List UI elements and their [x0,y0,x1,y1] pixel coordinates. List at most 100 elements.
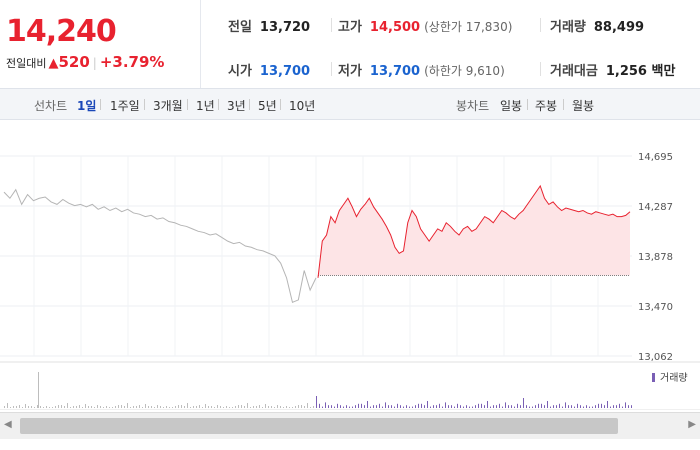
volume-bar [43,407,44,408]
volume-bar [10,407,11,408]
volume-bar [199,405,200,408]
volume-bar [406,405,407,408]
volume-bar [520,405,521,408]
tab-1w[interactable]: 1주일 [110,99,140,113]
volume-bar [382,406,383,408]
tab-1d[interactable]: 1일 [77,99,97,113]
volume-bar [469,406,470,408]
volume-bar [322,406,323,408]
volume-bar [592,406,593,408]
volume-bar [28,406,29,408]
volume-bar [628,405,629,408]
stat-open: 시가 13,700 [228,60,310,79]
volume-bar [22,407,23,408]
volume-bar [631,405,632,408]
volume-bar [271,406,272,408]
divider [331,62,332,76]
volume-bar [7,403,8,408]
volume-bar [253,406,254,408]
volume-bar [580,405,581,408]
volume-bar [76,406,77,408]
volume-bar [445,402,446,408]
volume-bar [508,405,509,408]
volume-bar [541,403,542,408]
volume-bar [361,403,362,408]
tab-monthly-candle[interactable]: 월봉 [572,99,595,113]
volume-bar [439,403,440,408]
tab-10y[interactable]: 10년 [289,99,316,113]
volume-bar [328,405,329,408]
volume-bar [529,406,530,408]
volume-bar [100,406,101,408]
volume-bar [154,407,155,408]
y-tick-label: 13,470 [638,302,673,313]
volume-bar [568,405,569,408]
volume-bar [484,405,485,408]
stat-value: 88,499 [593,20,645,35]
volume-bar [442,406,443,408]
stat-value: 13,700 [259,64,311,79]
divider [249,99,250,110]
volume-bar [145,404,146,408]
volume-bar [589,406,590,408]
quote-header: 14,240 전일대비 ▲520 | +3.79% 전일 13,720 고가 14,500… [0,0,700,89]
stat-prev-close: 전일 13,720 [228,16,310,35]
volume-bar [556,405,557,408]
volume-bar [538,403,539,408]
change-row: 전일대비 ▲520 | +3.79% [6,53,164,71]
scroll-left-icon[interactable]: ◀ [4,419,12,430]
scroll-thumb[interactable] [20,418,618,434]
volume-bar [241,405,242,408]
volume-bar [178,405,179,408]
tab-5y[interactable]: 5년 [258,99,277,113]
volume-bar [232,407,233,408]
volume-bar [523,398,524,408]
chart-scrollbar[interactable]: ◀ ▶ [0,412,700,439]
volume-bar [64,406,65,408]
volume-bar [202,407,203,408]
volume-bar [412,406,413,408]
volume-bar [247,403,248,408]
tab-weekly-candle[interactable]: 주봉 [535,99,558,113]
volume-bar [622,406,623,408]
volume-bar [334,406,335,408]
volume-bar [223,407,224,408]
volume-bar [472,406,473,408]
volume-bar [343,406,344,408]
volume-bar [352,406,353,408]
volume-bar [127,403,128,408]
scroll-right-icon[interactable]: ▶ [688,419,696,430]
tab-3m[interactable]: 3개월 [153,99,183,113]
divider [563,99,564,110]
price-panel: 14,240 전일대비 ▲520 | +3.79% [0,0,201,88]
volume-bar [16,406,17,408]
volume-bar [259,405,260,408]
y-tick-label: 14,287 [638,202,673,213]
volume-bar [286,406,287,408]
volume-bar [94,407,95,408]
volume-bar [220,406,221,408]
volume-bar [265,404,266,408]
volume-bar [346,405,347,408]
volume-bar [451,405,452,408]
divider [218,99,219,110]
current-price: 14,240 [6,14,117,49]
tab-1y[interactable]: 1년 [196,99,215,113]
volume-bar [526,405,527,408]
volume-bar [292,407,293,408]
tab-3y[interactable]: 3년 [227,99,246,113]
volume-bar [37,405,38,408]
volume-bar [550,406,551,408]
volume-bar [103,407,104,408]
stat-sub: (하한가 9,610) [424,64,505,78]
stat-volume: 거래량 88,499 [550,16,644,35]
volume-bar [181,405,182,408]
volume-bar [112,407,113,408]
volume-bar [226,406,227,408]
candle-chart-label: 봉차트 [456,99,490,113]
volume-bar [604,405,605,408]
volume-bar [430,406,431,408]
tab-daily-candle[interactable]: 일봉 [500,99,523,113]
volume-bar [121,405,122,408]
volume-bar [136,406,137,408]
